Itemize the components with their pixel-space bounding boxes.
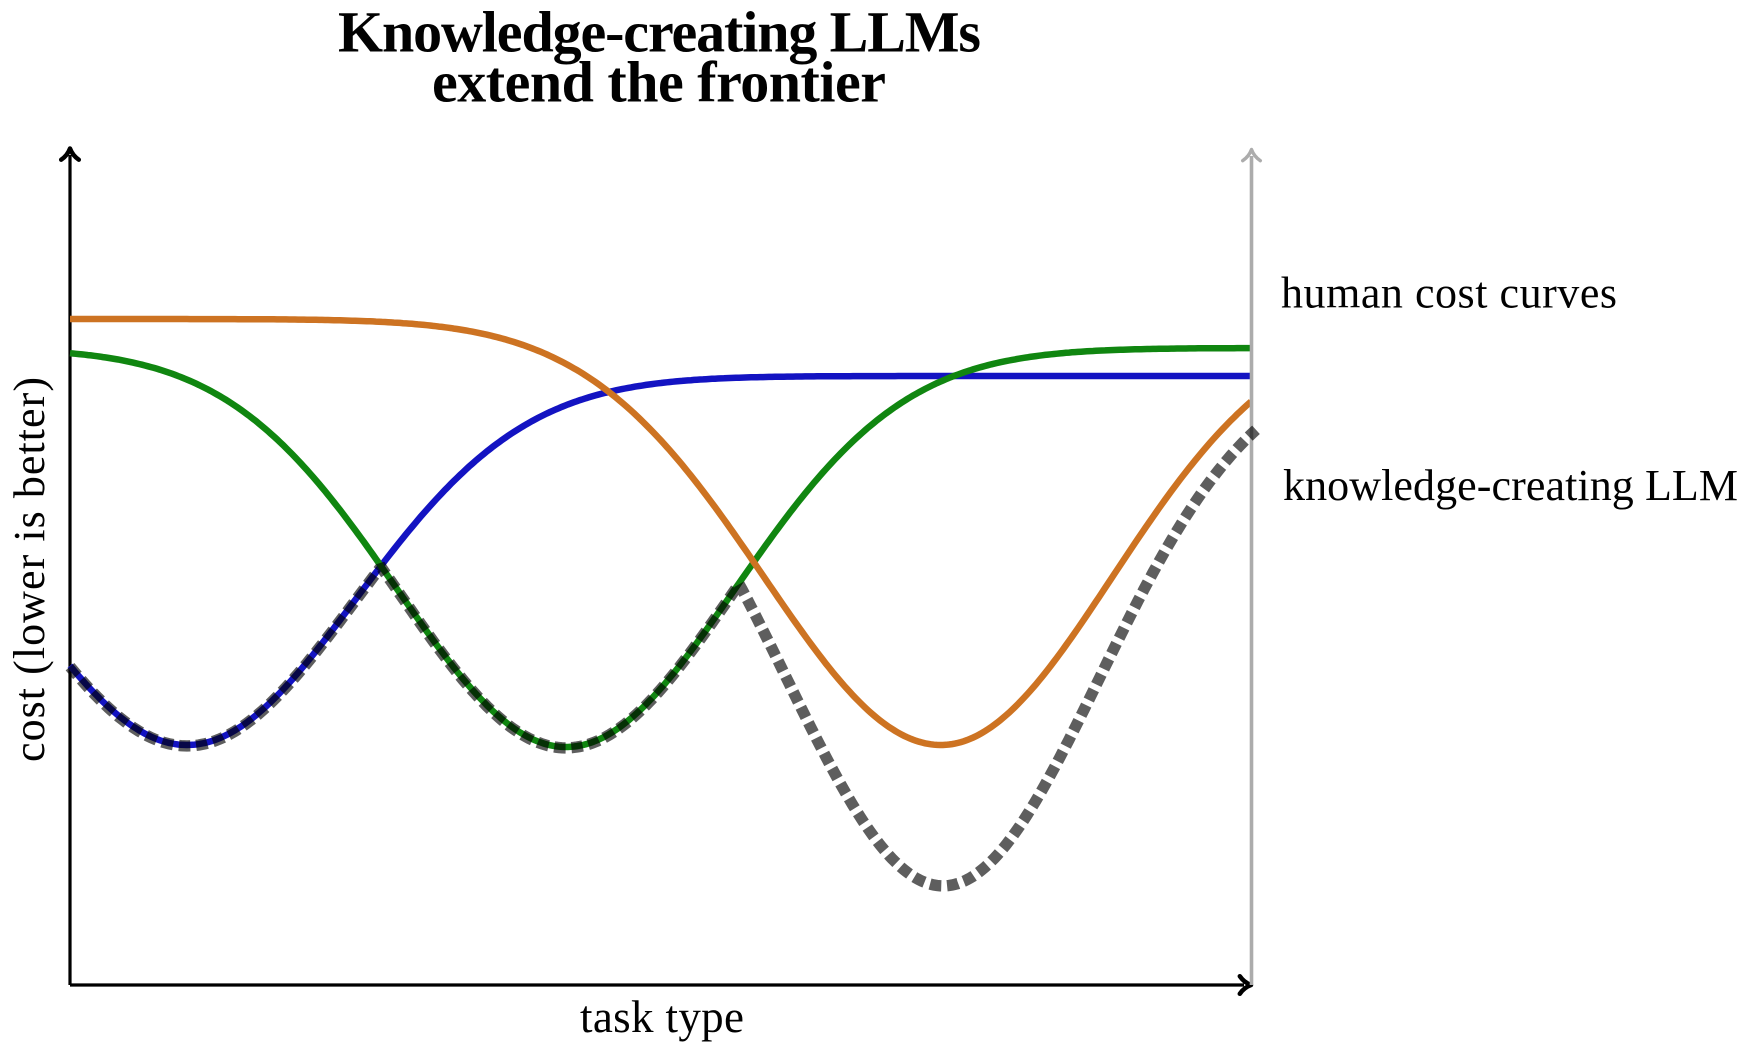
svg-text:Knowledge-creating LLMs: Knowledge-creating LLMs [338, 0, 981, 65]
svg-text:human cost curves: human cost curves [1281, 269, 1617, 318]
svg-text:task type: task type [580, 992, 744, 1042]
svg-text:knowledge-creating LLM: knowledge-creating LLM [1283, 461, 1738, 510]
svg-text:extend the frontier: extend the frontier [432, 50, 886, 115]
svg-text:cost (lower is better): cost (lower is better) [5, 377, 54, 762]
